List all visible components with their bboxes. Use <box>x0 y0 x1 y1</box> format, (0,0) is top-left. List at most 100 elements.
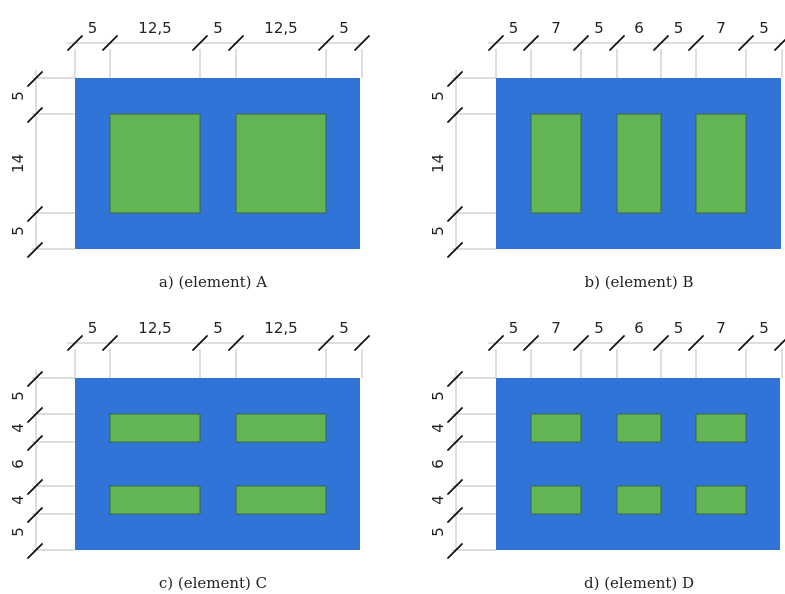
horizontal-dimension-label: 5 <box>213 19 223 37</box>
horizontal-dimension-label: 5 <box>339 19 349 37</box>
vertical-dimension-label: 5 <box>429 391 447 401</box>
horizontal-dimension-label: 5 <box>759 19 769 37</box>
dimension-tick <box>688 335 704 351</box>
vertical-dimension-label: 6 <box>9 459 27 469</box>
vertical-dimension-label: 5 <box>9 91 27 101</box>
horizontal-dimension-label: 5 <box>509 19 519 37</box>
horizontal-dimension-label: 7 <box>551 319 561 337</box>
horizontal-dimension-chain: 5 7 5 6 5 7 5 <box>488 19 785 78</box>
vertical-dimension-chain: 5 4 6 4 5 <box>429 370 496 559</box>
vertical-dimension-label: 4 <box>429 423 447 433</box>
panel-a: 5 12,5 5 12,5 5 5 14 5 a) (element) A <box>9 19 370 291</box>
dimension-tick <box>688 35 704 51</box>
dimension-tick <box>27 507 43 523</box>
horizontal-dimension-label: 5 <box>759 319 769 337</box>
dimension-tick <box>318 335 334 351</box>
void-r2-c2 <box>235 485 327 515</box>
vertical-dimension-chain: 5 14 5 <box>429 70 496 258</box>
dimension-tick <box>488 35 504 51</box>
panel-caption: b) (element) B <box>584 273 693 291</box>
panel-caption: a) (element) A <box>159 273 267 291</box>
horizontal-dimension-label: 5 <box>594 19 604 37</box>
horizontal-dimension-label: 5 <box>88 319 98 337</box>
horizontal-dimension-chain: 5 12,5 5 12,5 5 <box>67 19 370 78</box>
horizontal-dimension-label: 6 <box>634 319 644 337</box>
dimension-tick <box>738 335 754 351</box>
dimension-tick <box>447 407 463 423</box>
dimension-tick <box>523 35 539 51</box>
dimension-tick <box>354 35 370 51</box>
void-r1-c1 <box>530 413 582 443</box>
horizontal-dimension-label: 5 <box>88 19 98 37</box>
dimension-tick <box>318 35 334 51</box>
void-r2-c3 <box>695 485 747 515</box>
dimension-tick <box>27 371 43 387</box>
dimension-tick <box>523 335 539 351</box>
dimension-tick <box>447 479 463 495</box>
dimension-tick <box>447 107 463 123</box>
dimension-tick <box>67 35 83 51</box>
horizontal-dimension-label: 12,5 <box>138 19 171 37</box>
void-r2-c1 <box>530 485 582 515</box>
panel-c: 5 12,5 5 12,5 5 5 4 6 4 5 c) (element) C <box>9 319 370 592</box>
dimension-tick <box>27 479 43 495</box>
horizontal-dimension-label: 7 <box>716 19 726 37</box>
dimension-tick <box>609 35 625 51</box>
dimension-tick <box>609 335 625 351</box>
dimension-tick <box>653 335 669 351</box>
vertical-dimension-label: 14 <box>429 154 447 173</box>
dimension-tick <box>738 35 754 51</box>
void-r1-c2 <box>616 113 662 214</box>
void-r1-c2 <box>235 113 327 214</box>
dimension-tick <box>27 543 43 559</box>
vertical-dimension-label: 5 <box>429 226 447 236</box>
vertical-dimension-label: 14 <box>9 154 27 173</box>
vertical-dimension-chain: 5 4 6 4 5 <box>9 370 75 559</box>
dimension-tick <box>27 206 43 222</box>
dimension-tick <box>488 335 504 351</box>
vertical-dimension-label: 4 <box>9 423 27 433</box>
panel-b: 5 7 5 6 5 7 5 5 14 5 b) (element) B <box>429 19 785 291</box>
vertical-dimension-label: 5 <box>429 91 447 101</box>
void-r2-c2 <box>616 485 662 515</box>
horizontal-dimension-chain: 5 12,5 5 12,5 5 <box>67 319 370 378</box>
section-body <box>75 378 360 550</box>
dimension-tick <box>67 335 83 351</box>
dimension-tick <box>27 407 43 423</box>
vertical-dimension-label: 6 <box>429 459 447 469</box>
dimension-tick <box>27 107 43 123</box>
vertical-dimension-label: 4 <box>9 495 27 505</box>
vertical-dimension-label: 5 <box>9 226 27 236</box>
vertical-dimension-label: 5 <box>429 527 447 537</box>
horizontal-dimension-label: 12,5 <box>264 319 297 337</box>
dimension-tick <box>228 335 244 351</box>
horizontal-dimension-label: 7 <box>551 19 561 37</box>
horizontal-dimension-label: 5 <box>594 319 604 337</box>
dimension-tick <box>27 242 43 258</box>
dimension-tick <box>447 435 463 451</box>
horizontal-dimension-label: 12,5 <box>264 19 297 37</box>
vertical-dimension-chain: 5 14 5 <box>9 70 75 258</box>
dimension-tick <box>573 335 589 351</box>
vertical-dimension-label: 5 <box>9 527 27 537</box>
dimension-tick <box>447 71 463 87</box>
void-r1-c2 <box>616 413 662 443</box>
void-r1-c1 <box>109 113 201 214</box>
void-r1-c3 <box>695 113 747 214</box>
dimension-tick <box>774 338 785 351</box>
vertical-dimension-label: 5 <box>9 391 27 401</box>
void-r1-c1 <box>109 413 201 443</box>
horizontal-dimension-label: 6 <box>634 19 644 37</box>
panel-caption: d) (element) D <box>584 574 694 592</box>
dimension-tick <box>192 35 208 51</box>
horizontal-dimension-label: 7 <box>716 319 726 337</box>
horizontal-dimension-label: 5 <box>213 319 223 337</box>
dimension-tick <box>447 507 463 523</box>
void-r2-c1 <box>109 485 201 515</box>
dimension-tick <box>27 435 43 451</box>
void-r1-c3 <box>695 413 747 443</box>
horizontal-dimension-label: 5 <box>674 19 684 37</box>
horizontal-dimension-label: 5 <box>509 319 519 337</box>
section-body <box>496 378 780 550</box>
